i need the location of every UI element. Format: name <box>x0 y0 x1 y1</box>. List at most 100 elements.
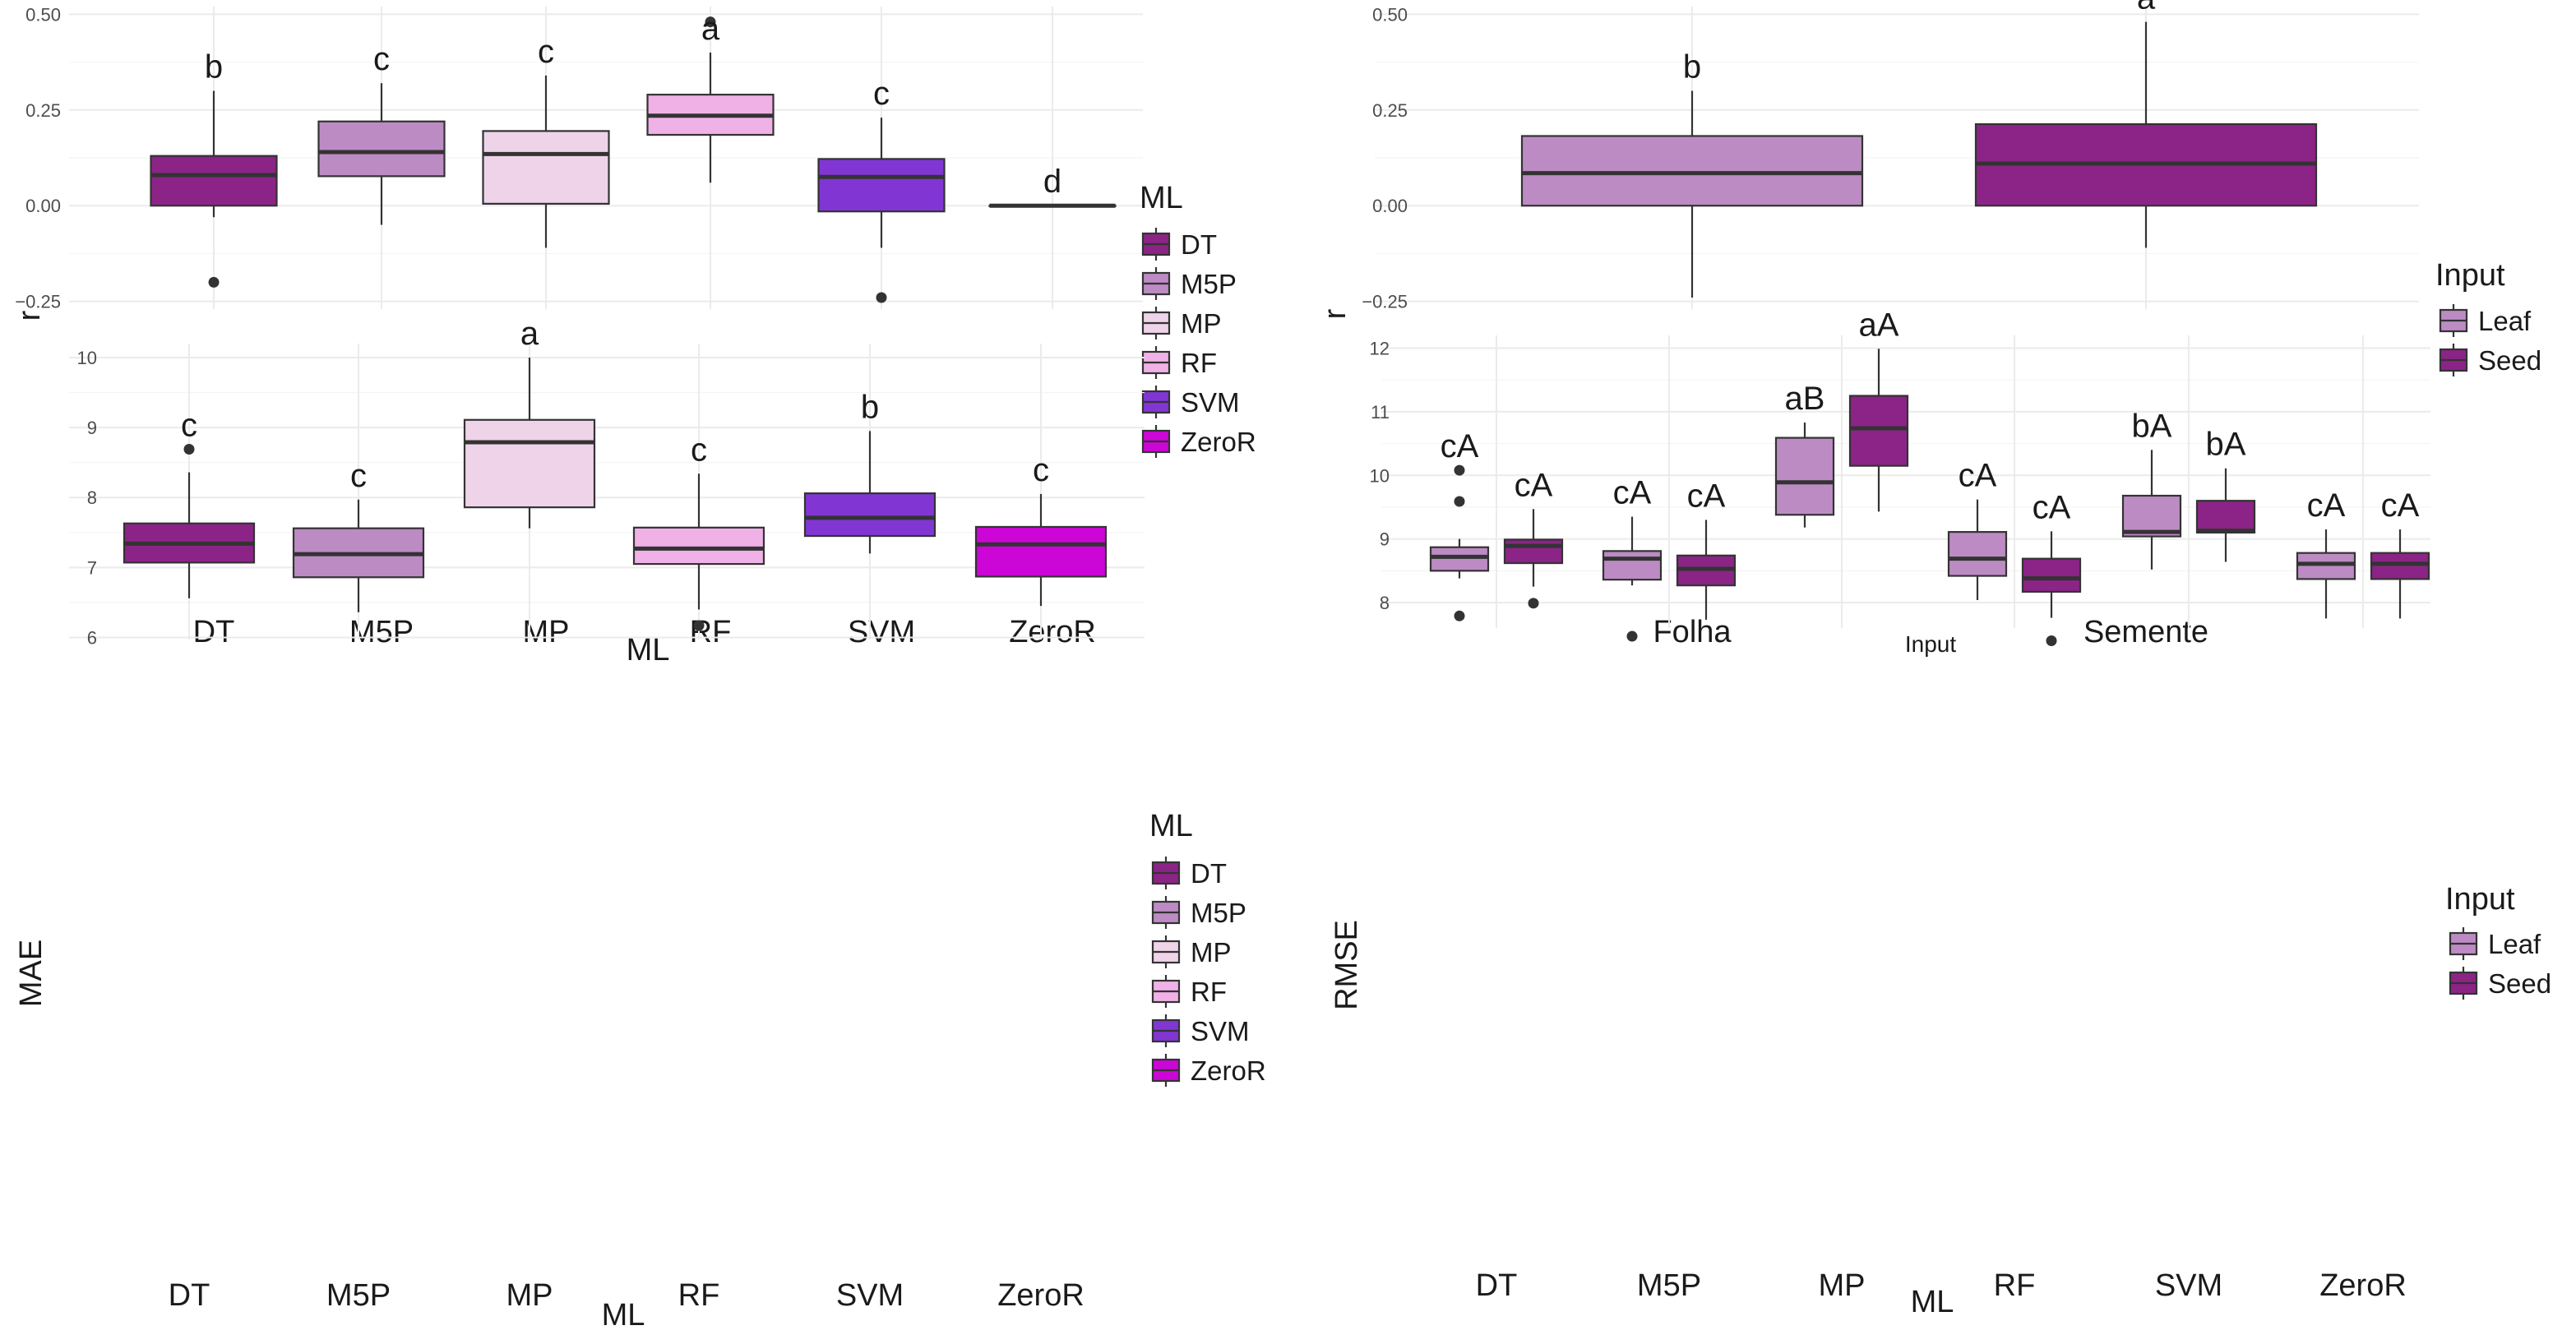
x-tick-label-m5p: M5P <box>1637 1268 1701 1303</box>
box-body <box>1602 550 1663 581</box>
legend-entries-rmse-by-ml-input: Leaf Seed <box>2449 927 2551 1000</box>
legend-entry-m5p: M5P <box>1151 896 1246 929</box>
y-tick-label: 9 <box>1380 529 1390 550</box>
significance-label: b <box>861 389 879 425</box>
legend-label: SVM <box>1181 387 1240 418</box>
box-semente: a <box>1974 0 2318 248</box>
y-tick-label: 0.50 <box>1372 4 1408 25</box>
x-tick-label-folha: Folha <box>1653 615 1732 649</box>
legend-label: ZeroR <box>1181 427 1256 457</box>
significance-label: cA <box>2307 487 2346 524</box>
panel-rmse-by-ml-input: 12 11 10 9 8 DT M5P MP RF SVM ZeroR cA cA cA cA aB aA cA c… <box>1330 307 2551 1319</box>
x-tick-label-m5p: M5P <box>326 1278 391 1313</box>
significance-label: a <box>2137 0 2156 16</box>
box-mp-seed: aA <box>1848 307 1909 512</box>
box-rf-leaf: cA <box>1947 458 2008 600</box>
significance-label: c <box>1033 452 1049 488</box>
significance-label: c <box>873 76 890 112</box>
legend-entries-r-by-ml: DT M5P MP RF SVM ZeroR <box>1141 228 1256 458</box>
legend-entry-m5p: M5P <box>1141 267 1237 300</box>
legend-entry-svm: SVM <box>1151 1014 1250 1047</box>
box-body <box>974 525 1108 578</box>
box-rf: c <box>632 432 765 631</box>
legend-label: DT <box>1181 229 1217 260</box>
significance-label: cA <box>1515 467 1553 503</box>
box-zeror: d <box>988 164 1117 208</box>
legend-label: Leaf <box>2488 929 2541 959</box>
x-tick-label-m5p: M5P <box>349 615 414 649</box>
box-body <box>1429 546 1490 572</box>
y-axis-label-rmse-by-ml-input: RMSE <box>1330 920 1364 1010</box>
significance-label: c <box>538 34 554 70</box>
box-folha: b <box>1520 48 1864 298</box>
y-axis-label-mae-by-ml: MAE <box>14 940 49 1007</box>
legend-title-rmse-by-ml-input: Input <box>2445 882 2515 917</box>
x-tick-label-semente: Semente <box>2083 615 2208 649</box>
box-m5p-leaf: cA <box>1602 475 1663 642</box>
box-body <box>1774 436 1835 516</box>
y-tick-label: −0.25 <box>15 292 61 312</box>
legend-entry-leaf: Leaf <box>2449 927 2541 960</box>
significance-label: cA <box>1613 475 1652 511</box>
significance-label: cA <box>1687 478 1726 514</box>
box-body <box>1848 395 1909 467</box>
significance-label: a <box>701 11 720 47</box>
box-dt: b <box>150 48 278 288</box>
legend-r-by-ml: ML DT M5P MP RF SVM ZeroR <box>1140 181 1256 458</box>
y-axis-label-r-by-ml: r <box>12 310 47 321</box>
box-body <box>2021 557 2082 593</box>
outlier-point <box>183 444 195 455</box>
y-tick-label: 7 <box>87 557 97 578</box>
legend-label: DT <box>1191 858 1227 889</box>
box-zeror-seed: cA <box>2370 487 2430 619</box>
outlier-point <box>693 620 705 631</box>
y-tick-label: 8 <box>1380 593 1390 613</box>
legend-r-by-input: Input Leaf Seed <box>2435 258 2541 376</box>
box-zeror: c <box>974 452 1108 607</box>
legend-entry-rf: RF <box>1141 346 1217 379</box>
x-tick-label-svm: SVM <box>836 1278 904 1313</box>
legend-label: Leaf <box>2478 306 2532 336</box>
legend-entry-seed: Seed <box>2439 344 2541 376</box>
plot-area-mae-by-ml: 10 9 8 7 6 DT M5P MP RF SVM ZeroR c c a c b c <box>69 316 1145 1313</box>
y-tick-label: 6 <box>87 627 97 648</box>
legend-entry-leaf: Leaf <box>2439 304 2532 337</box>
legend-label: ZeroR <box>1191 1055 1266 1086</box>
significance-label: b <box>205 48 223 85</box>
panel-r-by-ml: 0.50 0.25 0.00 −0.25 DT M5P MP RF SVM ZeroR b c c a c d… <box>12 4 1256 667</box>
x-tick-label-rf: RF <box>678 1278 720 1313</box>
plot-area-r-by-input: 0.50 0.25 0.00 −0.25 Folha Semente b a <box>1362 0 2419 649</box>
legend-entry-zeror: ZeroR <box>1141 425 1256 458</box>
x-tick-label-svm: SVM <box>848 615 915 649</box>
legend-label: MP <box>1181 308 1222 339</box>
y-tick-label: 0.25 <box>1372 100 1408 121</box>
box-mp: c <box>482 34 610 248</box>
y-tick-label: 10 <box>77 348 97 368</box>
x-tick-label-dt: DT <box>193 615 235 649</box>
box-body <box>632 526 765 566</box>
legend-label: RF <box>1191 977 1227 1007</box>
x-tick-label-mp: MP <box>506 1278 553 1313</box>
significance-label: aA <box>1859 307 1899 343</box>
y-tick-label: 0.25 <box>25 100 61 121</box>
outlier-point <box>876 292 887 303</box>
legend-label: RF <box>1181 348 1217 378</box>
outlier-point <box>1626 630 1638 642</box>
y-tick-label: 11 <box>1371 402 1390 423</box>
box-svm: c <box>817 76 946 303</box>
x-axis-label-rmse-by-ml-input: ML <box>1911 1285 1954 1319</box>
box-dt-leaf: cA <box>1429 428 1490 621</box>
x-tick-label-mp: MP <box>1819 1268 1866 1303</box>
outlier-point <box>1454 496 1465 507</box>
x-axis-label-mae-by-ml: ML <box>602 1298 645 1332</box>
significance-label: cA <box>1441 428 1479 464</box>
x-tick-label-zeror: ZeroR <box>997 1278 1085 1313</box>
box-m5p-seed: cA <box>1676 478 1737 620</box>
legend-title-r-by-input: Input <box>2435 258 2505 293</box>
x-tick-label-zeror: ZeroR <box>1009 615 1096 649</box>
x-tick-label-zeror: ZeroR <box>2319 1268 2407 1303</box>
legend-entry-zeror: ZeroR <box>1151 1054 1266 1087</box>
outlier-point <box>2046 635 2057 646</box>
significance-label: cA <box>1959 458 1997 494</box>
legend-entry-dt: DT <box>1141 228 1217 261</box>
